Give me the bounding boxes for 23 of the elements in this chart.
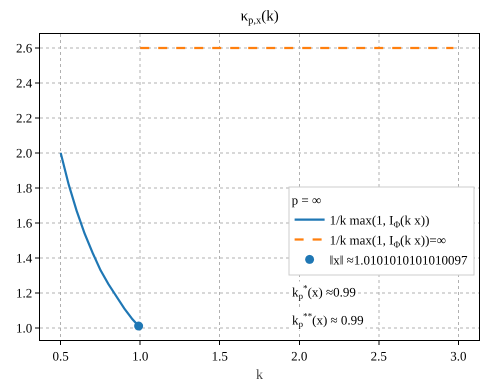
x-tick-label: 2.0: [291, 348, 308, 364]
y-tick-label: 2.6: [16, 40, 33, 56]
y-tick-label: 2.2: [16, 110, 32, 126]
annotation: k$_{p}$$^{*}$(x) ≈0.99: [292, 283, 356, 302]
x-tick-label: 2.5: [370, 348, 387, 364]
y-tick-label: 1.2: [16, 285, 32, 300]
y-tick-label: 2.0: [16, 145, 32, 160]
x-tick-label: 1.0: [132, 348, 148, 364]
x-tick-label: 0.5: [52, 348, 69, 364]
legend-label: ‖x‖ ≈1.0101010101010097: [330, 252, 468, 268]
y-tick-label: 1.4: [16, 250, 33, 266]
x-tick-label: 3.0: [450, 348, 466, 364]
y-tick-label: 1.0: [16, 320, 32, 336]
legend-label: 1/k max(1, I$_{Φ}$(k x))=∞: [330, 232, 446, 250]
x-axis-title: k: [256, 368, 263, 383]
legend-title: p = ∞: [292, 192, 322, 208]
legend-label: 1/k max(1, I$_{Φ}$(k x)): [330, 212, 430, 230]
annotation: k$_{p}$$^{**}$(x) ≈ 0.99: [292, 311, 364, 330]
y-tick-label: 2.4: [16, 76, 33, 91]
y-tick-label: 1.6: [16, 215, 33, 230]
y-tick-label: 1.8: [16, 180, 32, 196]
chart-title: κ$_{p,x}$(k): [240, 8, 279, 26]
x-tick-label: 1.5: [212, 348, 228, 364]
